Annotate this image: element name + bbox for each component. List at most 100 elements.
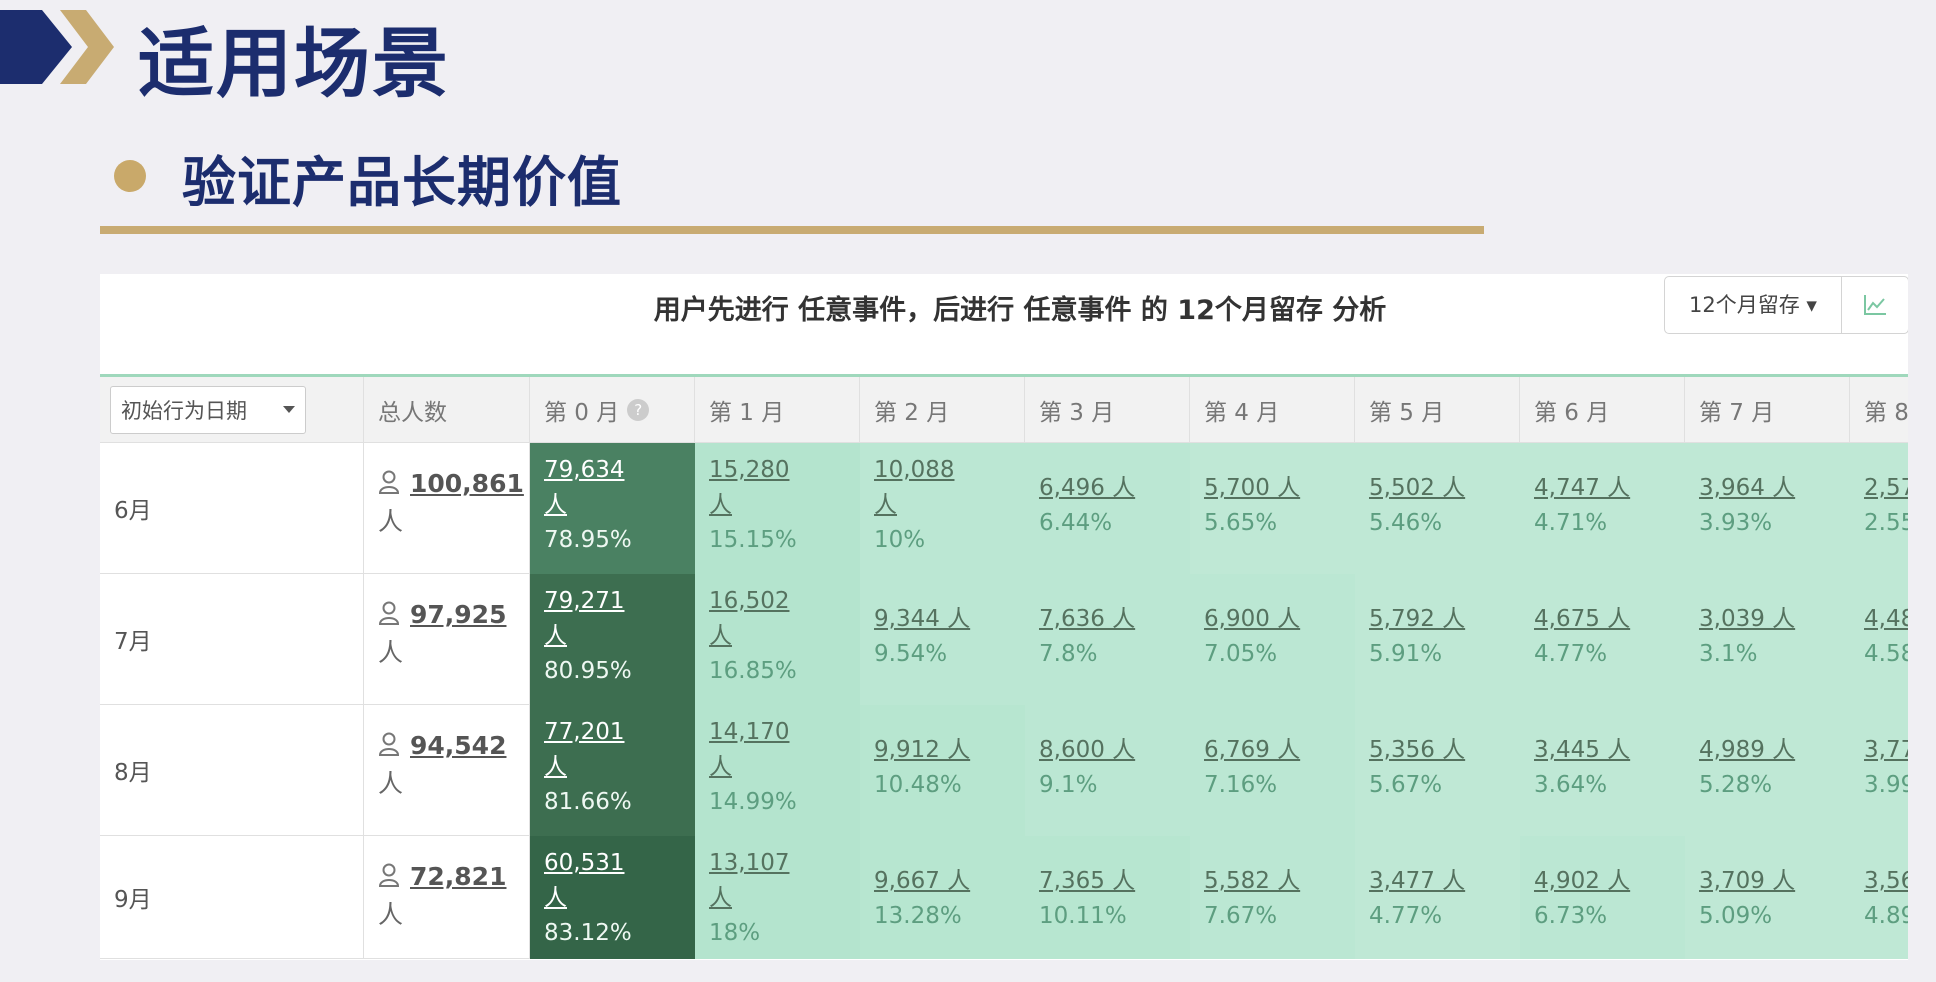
retention-count-link[interactable]: 4,48 — [1864, 606, 1908, 632]
retention-table: 初始行为日期 总人数 第 0 月? 第 1 月 第 2 月 第 3 月 第 4 月 第 5 … — [100, 377, 1908, 959]
total-cell: 97,925 人 — [364, 574, 530, 705]
retention-percent: 10.48% — [874, 772, 962, 798]
initial-date-dropdown[interactable]: 初始行为日期 — [110, 385, 306, 434]
retention-cell: 4,989 人 5.28% — [1685, 705, 1850, 836]
total-unit: 人 — [378, 769, 404, 798]
total-count-link[interactable]: 97,925 — [410, 600, 507, 629]
retention-cell: 10,088 人 10% — [860, 443, 1025, 574]
retention-cell: 6,900 人 7.05% — [1190, 574, 1355, 705]
retention-count-link[interactable]: 7,636 人 — [1039, 606, 1136, 632]
retention-count-link[interactable]: 5,700 人 — [1204, 475, 1301, 501]
count-unit: 人 — [709, 623, 732, 649]
chevron-arrow-icon — [0, 10, 114, 84]
retention-count-link[interactable]: 60,531 — [544, 850, 625, 876]
retention-count-link[interactable]: 79,634 — [544, 457, 625, 483]
retention-count-link[interactable]: 6,769 人 — [1204, 737, 1301, 763]
count-unit: 人 — [874, 492, 897, 518]
retention-cell: 4,48 4.58 — [1850, 574, 1908, 705]
retention-percent: 16.85% — [709, 658, 797, 684]
retention-count-link[interactable]: 3,964 人 — [1699, 475, 1796, 501]
retention-count-link[interactable]: 5,502 人 — [1369, 475, 1466, 501]
total-cell: 94,542 人 — [364, 705, 530, 836]
retention-percent: 4.77% — [1534, 641, 1608, 667]
analysis-title: 用户先进行 任意事件，后进行 任意事件 的 12个月留存 分析 — [653, 295, 1387, 326]
retention-percent: 5.65% — [1204, 510, 1278, 536]
retention-percent: 6.73% — [1534, 903, 1608, 929]
retention-count-link[interactable]: 2,57 — [1864, 475, 1908, 501]
date-select-label: 初始行为日期 — [121, 398, 247, 423]
retention-cell: 9,344 人 9.54% — [860, 574, 1025, 705]
retention-count-link[interactable]: 5,792 人 — [1369, 606, 1466, 632]
user-icon — [378, 470, 400, 494]
retention-cell: 7,365 人 10.11% — [1025, 836, 1190, 959]
retention-range-dropdown[interactable]: 12个月留存 ▾ — [1664, 276, 1842, 334]
retention-percent: 9.1% — [1039, 772, 1098, 798]
retention-cell: 4,675 人 4.77% — [1520, 574, 1685, 705]
retention-percent: 4.58 — [1864, 641, 1908, 667]
retention-count-link[interactable]: 4,989 人 — [1699, 737, 1796, 763]
count-unit: 人 — [709, 492, 732, 518]
retention-count-link[interactable]: 8,600 人 — [1039, 737, 1136, 763]
dropdown-caret-icon — [283, 406, 295, 413]
retention-cell: 3,56 4.89 — [1850, 836, 1908, 959]
retention-percent: 5.28% — [1699, 772, 1773, 798]
total-count-link[interactable]: 100,861 — [410, 469, 524, 498]
retention-count-link[interactable]: 9,667 人 — [874, 868, 971, 894]
retention-count-link[interactable]: 3,477 人 — [1369, 868, 1466, 894]
retention-count-link[interactable]: 9,912 人 — [874, 737, 971, 763]
retention-count-link[interactable]: 13,107 — [709, 850, 790, 876]
retention-percent: 4.89 — [1864, 903, 1908, 929]
retention-cell: 13,107 人 18% — [695, 836, 860, 959]
retention-count-link[interactable]: 7,365 人 — [1039, 868, 1136, 894]
retention-count-link[interactable]: 5,582 人 — [1204, 868, 1301, 894]
retention-cell: 14,170 人 14.99% — [695, 705, 860, 836]
total-count-link[interactable]: 72,821 — [410, 862, 507, 891]
retention-count-link[interactable]: 4,675 人 — [1534, 606, 1631, 632]
total-count-link[interactable]: 94,542 — [410, 731, 507, 760]
retention-count-link[interactable]: 77,201 — [544, 719, 625, 745]
help-icon[interactable]: ? — [627, 398, 650, 421]
retention-count-link[interactable]: 4,747 人 — [1534, 475, 1631, 501]
retention-count-link[interactable]: 6,496 人 — [1039, 475, 1136, 501]
retention-count-link[interactable]: 3,445 人 — [1534, 737, 1631, 763]
total-cell: 100,861 人 — [364, 443, 530, 574]
retention-count-link[interactable]: 5,356 人 — [1369, 737, 1466, 763]
retention-count-link[interactable]: 79,271 — [544, 588, 625, 614]
row-label: 6月 — [100, 443, 364, 574]
retention-percent: 13.28% — [874, 903, 962, 929]
retention-cell: 9,667 人 13.28% — [860, 836, 1025, 959]
retention-count-link[interactable]: 16,502 — [709, 588, 790, 614]
retention-count-link[interactable]: 10,088 — [874, 457, 955, 483]
retention-percent: 7.05% — [1204, 641, 1278, 667]
count-unit: 人 — [709, 754, 732, 780]
retention-count-link[interactable]: 3,56 — [1864, 868, 1908, 894]
retention-panel: 用户先进行 任意事件，后进行 任意事件 的 12个月留存 分析 12个月留存 ▾… — [100, 274, 1908, 960]
header-month-7: 第 7 月 — [1685, 377, 1850, 443]
header-total: 总人数 — [364, 377, 530, 443]
total-unit: 人 — [378, 900, 404, 929]
total-cell: 72,821 人 — [364, 836, 530, 959]
header-label: 第 4 月 — [1204, 399, 1280, 426]
retention-count-link[interactable]: 14,170 — [709, 719, 790, 745]
retention-cell: 77,201 人 81.66% — [530, 705, 695, 836]
retention-count-link[interactable]: 3,039 人 — [1699, 606, 1796, 632]
chart-view-button[interactable] — [1841, 276, 1908, 334]
retention-cell: 15,280 人 15.15% — [695, 443, 860, 574]
header-month-1: 第 1 月 — [695, 377, 860, 443]
retention-count-link[interactable]: 4,902 人 — [1534, 868, 1631, 894]
header-label: 第 1 月 — [709, 399, 785, 426]
retention-cell: 4,902 人 6.73% — [1520, 836, 1685, 959]
retention-percent: 3.99 — [1864, 772, 1908, 798]
retention-percent: 3.1% — [1699, 641, 1758, 667]
row-label: 9月 — [100, 836, 364, 959]
retention-count-link[interactable]: 15,280 — [709, 457, 790, 483]
retention-count-link[interactable]: 9,344 人 — [874, 606, 971, 632]
retention-count-link[interactable]: 3,709 人 — [1699, 868, 1796, 894]
retention-count-link[interactable]: 3,77 — [1864, 737, 1908, 763]
line-chart-icon — [1864, 295, 1886, 315]
retention-percent: 5.67% — [1369, 772, 1443, 798]
retention-cell: 2,57 2.55 — [1850, 443, 1908, 574]
retention-cell: 8,600 人 9.1% — [1025, 705, 1190, 836]
retention-cell: 5,700 人 5.65% — [1190, 443, 1355, 574]
retention-count-link[interactable]: 6,900 人 — [1204, 606, 1301, 632]
